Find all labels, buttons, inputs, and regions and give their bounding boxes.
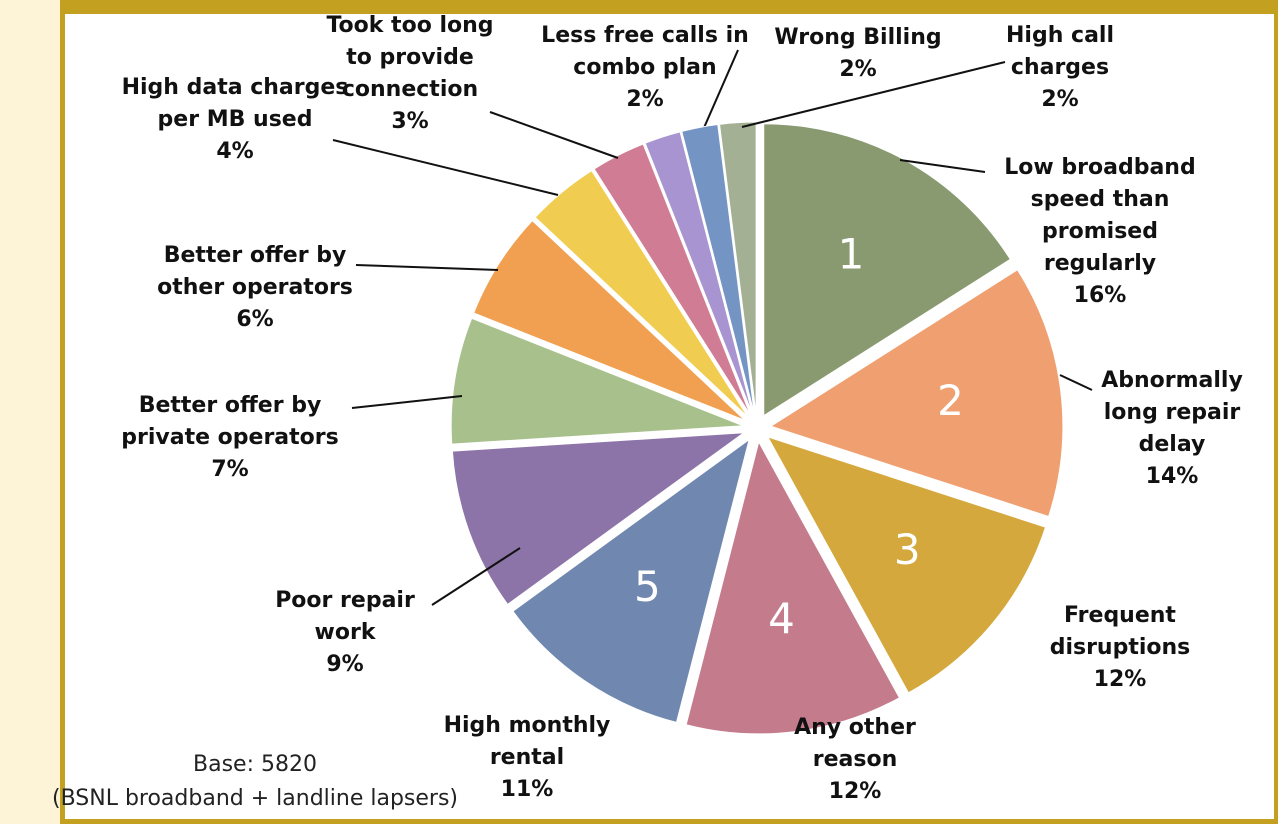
slice-label: Took too long to provide connection 3%	[310, 10, 510, 138]
category-label: High monthly rental	[443, 713, 611, 770]
slice-label: Frequent disruptions 12%	[1030, 600, 1210, 696]
leader-line	[899, 159, 986, 173]
category-label: Less free calls in combo plan	[541, 23, 749, 80]
value-label: 3%	[391, 109, 429, 134]
leader-line	[351, 395, 463, 409]
slice-label: High data charges per MB used 4%	[120, 72, 350, 168]
leader-line	[702, 49, 739, 131]
value-label: 2%	[626, 87, 664, 112]
value-label: 2%	[839, 57, 877, 82]
slice-label: Better offer by other operators 6%	[140, 240, 370, 336]
value-label: 11%	[500, 777, 554, 802]
category-label: High call charges	[1006, 23, 1114, 80]
category-label: Better offer by private operators	[121, 393, 339, 450]
value-label: 16%	[1073, 283, 1127, 308]
pie-slice	[681, 123, 755, 415]
value-label: 9%	[326, 652, 364, 677]
value-label: 12%	[828, 779, 882, 804]
leader-line	[355, 264, 499, 271]
category-label: Frequent disruptions	[1049, 603, 1191, 660]
slice-rank: 5	[634, 562, 661, 611]
pie-slice	[450, 317, 744, 445]
slice-label: Abnormally long repair delay 14%	[1087, 365, 1257, 493]
value-label: 14%	[1145, 464, 1199, 489]
slice-label: Poor repair work 9%	[245, 585, 445, 681]
slice-label: Wrong Billing 2%	[758, 22, 958, 86]
slice-label: Any other reason 12%	[780, 712, 930, 808]
category-label: Took too long to provide connection	[326, 13, 494, 102]
slice-label: High call charges 2%	[975, 20, 1145, 116]
leader-line	[741, 61, 1006, 128]
value-label: 2%	[1041, 87, 1079, 112]
slice-label: High monthly rental 11%	[432, 710, 622, 806]
pie-slice	[451, 432, 746, 606]
note: (BSNL broadband + landline lapsers)	[51, 786, 458, 811]
slice-label: Less free calls in combo plan 2%	[525, 20, 765, 116]
note: Base: 5820	[193, 752, 317, 777]
value-label: 7%	[211, 457, 249, 482]
leader-line	[489, 111, 619, 159]
category-label: High data charges per MB used	[121, 75, 349, 132]
value-label: 6%	[236, 307, 274, 332]
slice-label: Better offer by private operators 7%	[115, 390, 345, 486]
category-label: Abnormally long repair delay	[1101, 368, 1243, 457]
pie-slice	[685, 440, 901, 735]
slice-rank: 1	[838, 230, 865, 279]
category-label: Better offer by other operators	[157, 243, 353, 300]
slice-rank: 2	[937, 376, 964, 425]
category-label: Any other reason	[794, 715, 916, 772]
pie-slice	[766, 436, 1047, 694]
slice-rank: 4	[768, 594, 795, 643]
pie-slice	[512, 438, 750, 724]
category-label: Low broadband speed than promised regula…	[1004, 155, 1196, 276]
value-label: 12%	[1093, 667, 1147, 692]
pie-slice	[718, 121, 757, 415]
category-label: Poor repair work	[275, 588, 415, 645]
value-label: 4%	[216, 139, 254, 164]
leader-line	[332, 139, 559, 196]
slice-rank: 3	[894, 525, 921, 574]
leader-line	[1059, 374, 1093, 391]
pie-slice	[644, 131, 754, 415]
category-label: Wrong Billing	[774, 25, 942, 50]
slice-label: Low broadband speed than promised regula…	[985, 152, 1215, 312]
pie-slice	[473, 219, 746, 421]
pie-slice	[593, 143, 752, 416]
leader-line	[431, 547, 521, 606]
pie-slice	[534, 169, 749, 418]
pie-slice	[769, 269, 1064, 518]
